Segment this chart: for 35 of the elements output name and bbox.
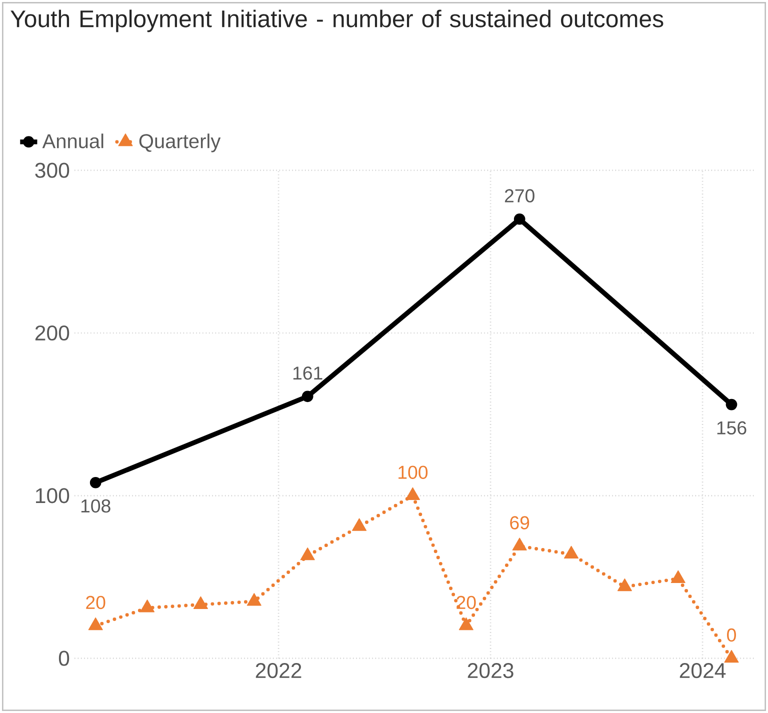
point bbox=[300, 548, 315, 560]
y-tick-label: 0 bbox=[58, 650, 70, 666]
point bbox=[670, 570, 686, 583]
point bbox=[246, 593, 262, 606]
point bbox=[458, 617, 474, 630]
data-label: 156 bbox=[717, 421, 746, 434]
point bbox=[512, 538, 527, 550]
point bbox=[193, 596, 208, 609]
data-label: 20 bbox=[86, 596, 106, 610]
point bbox=[140, 600, 155, 612]
data-label: 0 bbox=[727, 628, 736, 642]
point bbox=[617, 578, 632, 592]
point bbox=[564, 546, 579, 559]
point bbox=[724, 650, 739, 663]
point bbox=[88, 617, 103, 630]
data-label: 69 bbox=[510, 516, 530, 530]
x-tick-label: 2022 bbox=[256, 663, 302, 678]
point bbox=[90, 476, 102, 488]
y-tick-label: 100 bbox=[36, 488, 70, 504]
y-tick-label: 200 bbox=[35, 325, 70, 341]
legend-label: Quarterly bbox=[139, 134, 221, 152]
data-label: 161 bbox=[293, 366, 322, 380]
data-label: 100 bbox=[398, 466, 428, 479]
point bbox=[514, 213, 526, 225]
data-label: 270 bbox=[504, 189, 534, 202]
point bbox=[726, 398, 738, 410]
chart-title: Youth Employment Initiative - number of sustained outcomes bbox=[10, 10, 664, 32]
x-tick-label: 2023 bbox=[468, 663, 514, 678]
point bbox=[352, 518, 367, 531]
point bbox=[405, 487, 420, 500]
legend-label: Annual bbox=[42, 134, 104, 148]
point bbox=[302, 390, 314, 402]
data-label: 108 bbox=[81, 499, 110, 513]
y-tick-label: 300 bbox=[35, 162, 70, 178]
x-tick-label: 2024 bbox=[680, 663, 726, 678]
